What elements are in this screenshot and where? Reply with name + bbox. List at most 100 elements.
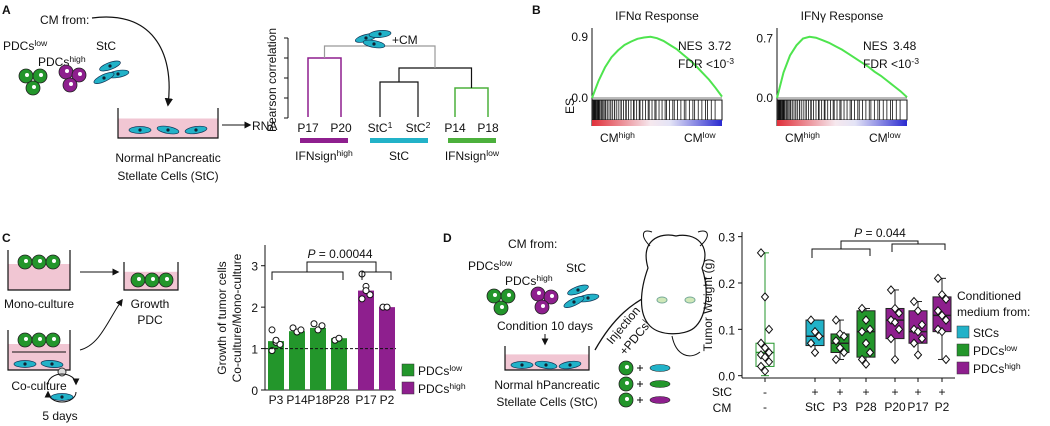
data-point [890,303,900,314]
legend-swatch [401,363,415,377]
group-label: IFNsignlow [445,148,500,163]
nucleus [23,362,27,366]
group-bar [370,138,428,143]
text-span: PDCs [468,259,499,273]
nucleus [138,128,142,132]
cell-type [649,380,671,388]
bar [289,331,305,390]
data-point [806,315,816,325]
y-axis-label: Growth of tumor cells [215,261,229,374]
data-point [937,326,947,337]
text-span: high [804,130,821,140]
data-point [276,340,284,348]
data-point [865,324,875,335]
leaf-label: P14 [444,121,466,135]
text-span: StCs [973,326,999,340]
bracket [891,243,946,252]
x-tick-label: + [938,385,945,399]
mouse-ear [643,230,653,247]
label: StC [96,39,116,53]
data-point [358,295,366,303]
nucleus [52,259,56,263]
nucleus [24,259,28,263]
text-span: P20 [330,121,352,135]
data-point [831,354,841,365]
data-point [289,324,297,332]
nucleus [39,73,43,77]
data-point [362,287,370,295]
text-span: high [69,54,86,64]
mouse [640,234,707,335]
group-label: IFNsignhigh [295,148,353,163]
well [117,108,219,139]
data-point [857,303,867,314]
data-point [318,322,326,330]
bracket [811,248,871,258]
well [504,346,590,371]
group-bar [448,138,496,143]
data-point [913,350,923,360]
plus-sign [637,381,643,387]
data-point [933,306,943,316]
nucleus [116,72,120,76]
data-point [760,343,770,353]
label: FDR <10-3 [678,56,734,71]
x-tick-label: + [811,385,818,399]
leaf-label: StC2 [406,120,431,135]
nucleus [625,397,629,401]
y-tick-label: 2 [251,301,258,315]
data-point [366,291,374,299]
text-span: -3 [911,56,919,66]
y-tick-label: 0.7 [756,32,773,46]
data-point [941,294,951,304]
label: Normal hPancreatic [494,378,599,392]
nucleus [52,337,56,341]
text-span: CM [869,131,888,145]
y-tick-label: 0.9 [571,30,588,44]
nucleus [32,85,36,89]
label: PDCshigh [38,54,86,69]
data-point [756,338,766,348]
nucleus [24,337,28,341]
label: +CM [392,33,418,47]
data-point [909,338,919,348]
text-span: low [449,363,463,373]
nucleus [541,304,545,308]
data-point [310,320,318,328]
panel-label: D [443,231,452,245]
text-span: PDCs [505,274,536,288]
label: Pearson correlation [265,28,279,132]
group-label: StC [389,149,409,163]
label: 3.72 [708,39,732,53]
data-point [890,317,900,328]
label: Normal hPancreatic [115,151,220,165]
nucleus [572,300,576,304]
data-point [890,354,900,365]
nucleus [544,363,548,367]
nucleus [25,73,29,77]
data-point [383,303,391,311]
data-point [861,338,871,348]
nucleus [372,42,376,46]
label: Condition 10 days [497,319,593,333]
legend-label: StCs [973,326,999,340]
cell-type [649,364,671,372]
legend-swatch [956,343,970,357]
row-label: CM [713,401,732,415]
row-label: StC [712,385,732,399]
label: Mono-culture [4,297,74,311]
text-span: CM [600,131,619,145]
y-axis-label: Co-culture/Mono-culture [230,253,244,382]
text-span: low [499,258,513,268]
data-point [810,326,820,337]
text-span: -3 [726,56,734,66]
label: 5 days [42,409,77,423]
data-point [861,359,871,369]
plus-sign [637,397,643,403]
data-point [764,357,774,367]
label: PDCshigh [505,273,553,288]
well [7,330,71,371]
hit-box [591,99,723,121]
nucleus [568,363,572,367]
